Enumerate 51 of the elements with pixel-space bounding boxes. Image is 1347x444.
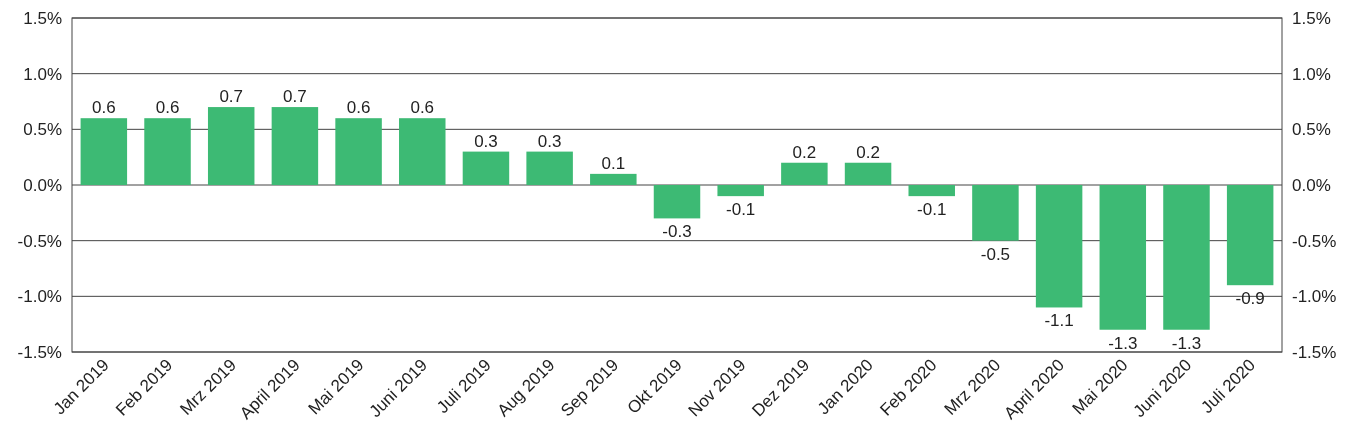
data-label: 0.6 bbox=[155, 98, 180, 118]
bar bbox=[717, 185, 764, 197]
y2-tick-label: -0.5% bbox=[1292, 231, 1337, 251]
bar bbox=[526, 151, 573, 185]
bar bbox=[271, 107, 319, 185]
bar bbox=[972, 185, 1019, 241]
y2-tick-label: 0.5% bbox=[1292, 120, 1331, 140]
bar bbox=[144, 118, 191, 185]
bar bbox=[80, 118, 128, 185]
data-label: 0.1 bbox=[601, 153, 626, 173]
data-label: 0.7 bbox=[283, 87, 307, 107]
y2-tick-label: 1.5% bbox=[1292, 8, 1331, 28]
bar bbox=[399, 118, 446, 185]
data-label: -1.3 bbox=[1171, 333, 1202, 353]
data-label: -1.3 bbox=[1108, 333, 1138, 353]
y-tick-label: -1.5% bbox=[17, 342, 62, 362]
bar bbox=[781, 162, 828, 185]
data-label: 0.6 bbox=[92, 98, 116, 118]
bar bbox=[1099, 185, 1147, 330]
bar bbox=[1163, 185, 1210, 330]
y-tick-label: 1.5% bbox=[23, 8, 62, 28]
bar bbox=[844, 162, 892, 185]
y-tick-label: -0.5% bbox=[17, 231, 62, 251]
y2-tick-label: -1.0% bbox=[1292, 287, 1337, 307]
data-label: 0.3 bbox=[474, 131, 498, 151]
bar bbox=[1226, 185, 1274, 286]
y2-tick-label: 1.0% bbox=[1292, 64, 1331, 84]
data-label: 0.2 bbox=[856, 142, 880, 162]
bar bbox=[462, 151, 510, 185]
data-label: -0.1 bbox=[726, 200, 756, 220]
data-label: -0.3 bbox=[662, 222, 692, 242]
data-label: -0.1 bbox=[917, 200, 947, 220]
y-tick-label: 0.5% bbox=[23, 120, 62, 140]
data-label: -0.5 bbox=[980, 244, 1011, 264]
y-tick-label: -1.0% bbox=[17, 287, 62, 307]
y-tick-label: 1.0% bbox=[23, 64, 62, 84]
bar bbox=[1035, 185, 1083, 308]
data-label: -1.1 bbox=[1044, 311, 1074, 331]
data-label: 0.2 bbox=[792, 142, 817, 162]
data-label: 0.3 bbox=[537, 131, 562, 151]
bar bbox=[590, 173, 637, 185]
data-label: 0.7 bbox=[219, 87, 244, 107]
bar bbox=[653, 185, 701, 219]
data-label: 0.6 bbox=[346, 98, 371, 118]
data-label: 0.6 bbox=[410, 98, 435, 118]
bar bbox=[335, 118, 382, 185]
y2-tick-label: 0.0% bbox=[1292, 175, 1331, 195]
y-tick-label: 0.0% bbox=[23, 175, 62, 195]
bar bbox=[207, 107, 255, 185]
y2-tick-label: -1.5% bbox=[1292, 342, 1337, 362]
bar bbox=[908, 185, 955, 197]
